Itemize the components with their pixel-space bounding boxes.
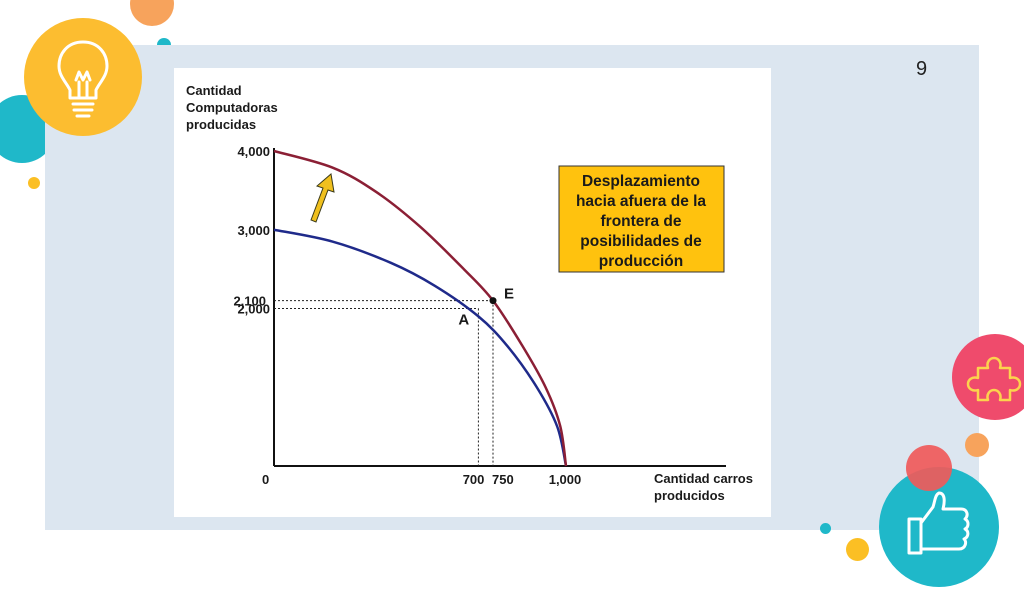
x-tick-label-750: 750 bbox=[492, 472, 514, 487]
point-e-label: E bbox=[504, 286, 514, 303]
thumbs-up-icon bbox=[907, 491, 970, 555]
series-line-original-frontier bbox=[273, 228, 568, 467]
y-axis-label-line-2: Computadoras bbox=[186, 100, 278, 115]
deco-circle-red-overlap bbox=[906, 445, 952, 491]
lightbulb-icon bbox=[57, 40, 109, 118]
annotation-box bbox=[558, 165, 725, 273]
annotation-line-5: producción bbox=[599, 253, 683, 270]
chart-figure: Cantidad Computadoras producidas Cantida… bbox=[174, 68, 771, 517]
annotation-line-4: posibilidades de bbox=[580, 233, 702, 250]
deco-circle-pink-right bbox=[952, 334, 1024, 420]
origin-label: 0 bbox=[262, 472, 269, 487]
point-e-marker bbox=[489, 297, 497, 305]
page-number: 9 bbox=[916, 58, 928, 80]
annotation-line-3: frontera de bbox=[601, 213, 682, 230]
x-axis-label-line-2: producidos bbox=[654, 488, 725, 503]
y-tick-label-2000: 2,000 bbox=[237, 302, 270, 317]
deco-circle-cyan-small-bottom bbox=[820, 523, 831, 534]
y-axis-label-line-3: producidas bbox=[186, 117, 256, 132]
annotation-line-1: Desplazamiento bbox=[582, 173, 700, 190]
ppf-chart: Cantidad Computadoras producidas Cantida… bbox=[186, 83, 753, 503]
deco-circle-orange-right bbox=[965, 433, 989, 457]
shift-arrow-icon bbox=[310, 173, 335, 223]
x-axis-label-line-1: Cantidad carros bbox=[654, 471, 753, 486]
x-tick-label-700: 700 bbox=[463, 472, 485, 487]
y-axis-label-line-1: Cantidad bbox=[186, 83, 242, 98]
y-tick-label-3000: 3,000 bbox=[237, 223, 270, 238]
deco-circle-yellow-dot-left bbox=[28, 177, 40, 189]
y-tick-label-2100: 2,100 bbox=[233, 294, 266, 309]
point-a-label: A bbox=[458, 312, 469, 329]
deco-circle-yellow-bottom bbox=[846, 538, 869, 561]
x-tick-label-1000: 1,000 bbox=[549, 472, 582, 487]
puzzle-icon bbox=[966, 356, 1022, 402]
series-line-shifted-frontier bbox=[273, 149, 568, 467]
annotation-line-2: hacia afuera de la bbox=[576, 193, 706, 210]
deco-circle-yellow-top-left bbox=[24, 18, 142, 136]
y-tick-label-4000: 4,000 bbox=[237, 144, 270, 159]
